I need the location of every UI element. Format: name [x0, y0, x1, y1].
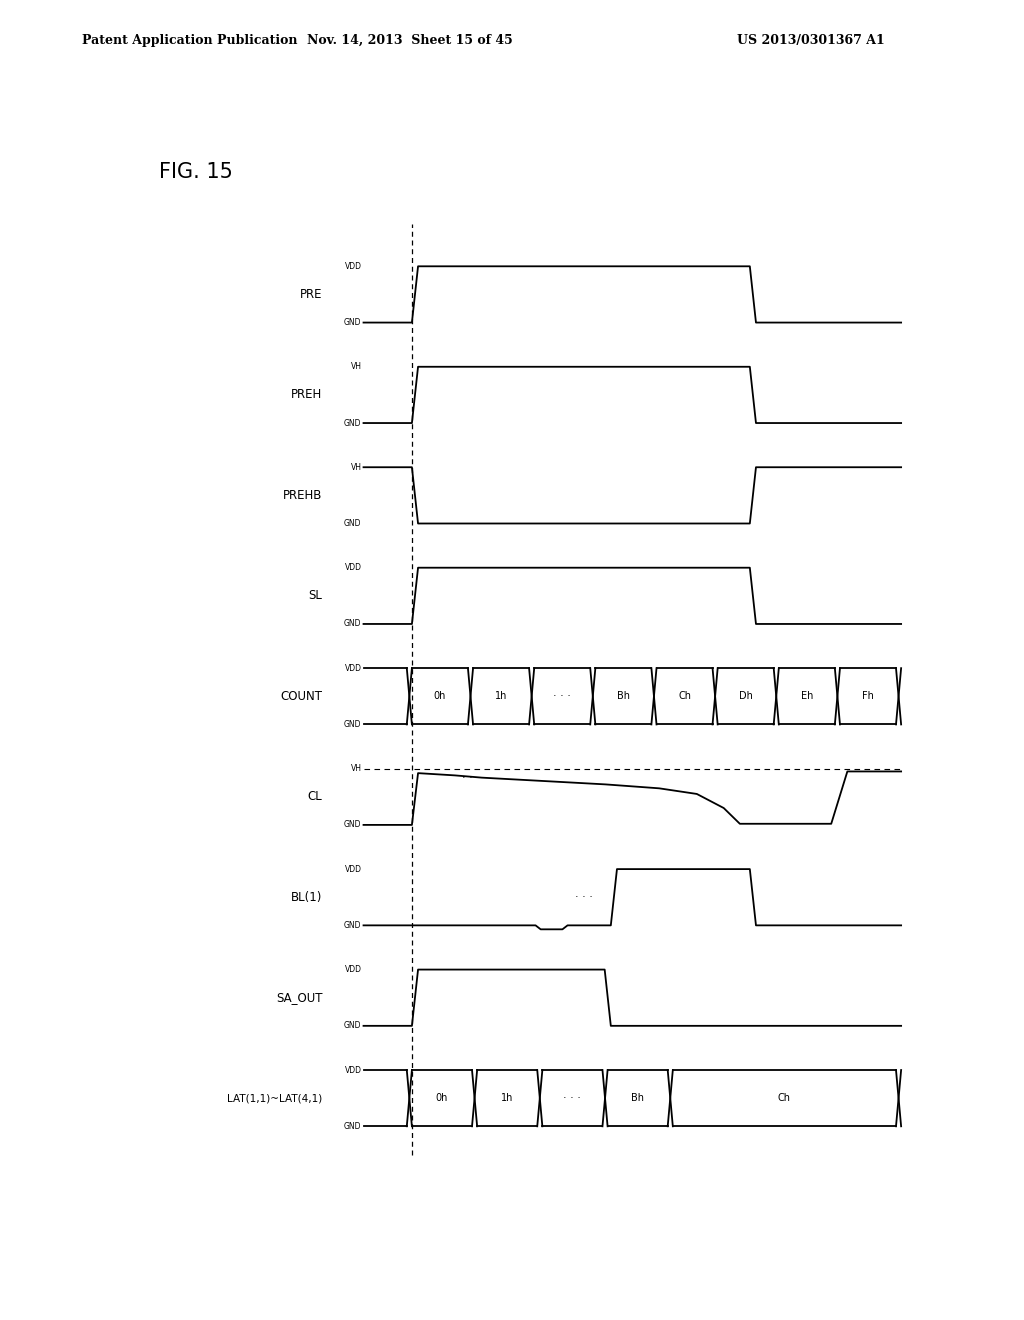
Text: Ch: Ch	[678, 692, 691, 701]
Text: 1h: 1h	[501, 1093, 513, 1104]
Text: GND: GND	[344, 921, 361, 929]
Text: CL: CL	[308, 791, 323, 804]
Text: FIG. 15: FIG. 15	[159, 162, 232, 182]
Text: · · ·: · · ·	[575, 892, 593, 903]
Text: SL: SL	[308, 589, 323, 602]
Text: GND: GND	[344, 719, 361, 729]
Text: Ch: Ch	[778, 1093, 791, 1104]
Text: Bh: Bh	[616, 692, 630, 701]
Text: GND: GND	[344, 1022, 361, 1031]
Text: VH: VH	[350, 764, 361, 774]
Text: VDD: VDD	[344, 261, 361, 271]
Text: Patent Application Publication: Patent Application Publication	[82, 33, 297, 46]
Text: GND: GND	[344, 821, 361, 829]
Text: PRE: PRE	[300, 288, 323, 301]
Text: VDD: VDD	[344, 664, 361, 673]
Text: · · ·: · · ·	[462, 774, 480, 784]
Text: Nov. 14, 2013  Sheet 15 of 45: Nov. 14, 2013 Sheet 15 of 45	[307, 33, 512, 46]
Text: PREH: PREH	[291, 388, 323, 401]
Text: 0h: 0h	[434, 692, 446, 701]
Text: VDD: VDD	[344, 965, 361, 974]
Text: 0h: 0h	[436, 1093, 449, 1104]
Text: BL(1): BL(1)	[291, 891, 323, 904]
Text: VDD: VDD	[344, 865, 361, 874]
Text: GND: GND	[344, 1122, 361, 1131]
Text: VDD: VDD	[344, 564, 361, 572]
Text: COUNT: COUNT	[281, 690, 323, 702]
Text: SA_OUT: SA_OUT	[276, 991, 323, 1005]
Text: Eh: Eh	[801, 692, 813, 701]
Text: · · ·: · · ·	[553, 692, 571, 701]
Text: GND: GND	[344, 418, 361, 428]
Text: Fh: Fh	[862, 692, 873, 701]
Text: GND: GND	[344, 318, 361, 327]
Text: Bh: Bh	[631, 1093, 644, 1104]
Text: GND: GND	[344, 619, 361, 628]
Text: 1h: 1h	[495, 692, 507, 701]
Text: LAT(1,1)~LAT(4,1): LAT(1,1)~LAT(4,1)	[227, 1093, 323, 1104]
Text: VH: VH	[350, 463, 361, 471]
Text: VDD: VDD	[344, 1065, 361, 1074]
Text: GND: GND	[344, 519, 361, 528]
Text: Dh: Dh	[738, 692, 753, 701]
Text: VH: VH	[350, 362, 361, 371]
Text: · · ·: · · ·	[563, 1093, 582, 1104]
Text: PREHB: PREHB	[284, 488, 323, 502]
Text: US 2013/0301367 A1: US 2013/0301367 A1	[737, 33, 885, 46]
